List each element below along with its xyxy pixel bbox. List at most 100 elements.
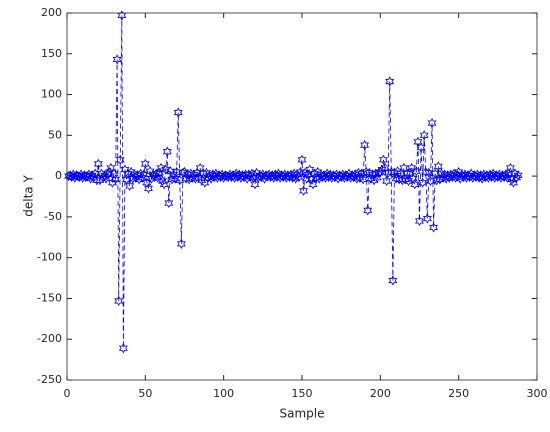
data-point: [505, 162, 515, 174]
data-point: [513, 170, 523, 181]
y-tick-label: 100: [41, 88, 62, 101]
y-axis-label: delta Y: [22, 175, 36, 217]
data-point: [170, 173, 180, 184]
x-axis-label: Sample: [280, 407, 325, 421]
data-point: [154, 167, 164, 178]
y-tick-label: -150: [37, 291, 62, 304]
data-point: [305, 164, 315, 175]
y-tick-label: 150: [41, 47, 62, 60]
data-point: [238, 170, 247, 181]
data-point: [156, 162, 166, 174]
data-point: [250, 179, 260, 190]
data-point: [379, 154, 388, 165]
data-point: [427, 117, 437, 129]
y-tick-label: -100: [37, 251, 62, 264]
data-point: [357, 168, 366, 179]
data-point: [139, 169, 149, 180]
data-point: [107, 177, 117, 188]
data-point: [125, 180, 135, 192]
data-point: [123, 168, 133, 179]
data-point: [112, 54, 122, 65]
data-point: [241, 169, 251, 180]
data-point: [120, 164, 130, 175]
data-point: [419, 130, 429, 141]
y-tick-label: 200: [41, 6, 62, 19]
y-tick-label: -200: [37, 332, 62, 345]
x-tick-label: 250: [448, 387, 469, 400]
data-point: [93, 158, 103, 170]
data-point: [133, 170, 142, 181]
data-point: [111, 174, 121, 185]
data-point: [297, 154, 307, 165]
data-point: [114, 295, 124, 307]
data-point: [73, 170, 83, 182]
data-point: [158, 175, 168, 187]
data-point: [374, 167, 384, 178]
y-tick-label: 0: [55, 169, 62, 182]
data-point: [144, 183, 153, 194]
data-point: [164, 197, 174, 209]
data-point: [310, 168, 319, 179]
data-point: [410, 179, 420, 190]
data-point: [100, 170, 110, 181]
data-point: [153, 172, 163, 183]
data-point: [151, 168, 161, 179]
x-tick-label: 200: [370, 387, 391, 400]
data-point: [159, 179, 169, 190]
data-point: [389, 167, 399, 178]
data-point: [415, 215, 424, 227]
data-point: [404, 175, 413, 187]
data-point: [191, 173, 200, 184]
plot-frame: [66, 12, 538, 381]
data-point: [426, 175, 435, 187]
x-tick-label: 100: [213, 387, 234, 400]
data-point: [429, 222, 439, 233]
data-point: [176, 238, 186, 249]
y-tick-label: -50: [44, 210, 62, 223]
data-point: [422, 213, 432, 224]
data-point: [358, 174, 368, 185]
x-tick-label: 0: [64, 387, 71, 400]
x-tick-label: 300: [527, 387, 548, 400]
data-point: [115, 154, 125, 165]
data-point: [109, 168, 119, 179]
data-point: [369, 175, 379, 186]
data-point: [161, 164, 171, 175]
data-point: [385, 76, 395, 87]
data-point: [377, 164, 387, 175]
data-point: [169, 169, 178, 180]
data-point: [424, 167, 434, 178]
data-point: [433, 161, 443, 172]
x-tick-label: 150: [292, 387, 313, 400]
data-point: [162, 146, 172, 157]
data-point: [308, 179, 318, 190]
data-point: [173, 107, 183, 118]
data-point: [397, 175, 407, 186]
data-point: [299, 185, 309, 196]
y-tick-label: 50: [48, 128, 62, 141]
data-point: [388, 275, 398, 286]
data-point: [501, 169, 511, 180]
y-tick-label: -250: [37, 373, 62, 386]
data-point: [416, 142, 426, 153]
data-point: [350, 169, 360, 180]
data-point: [402, 168, 412, 179]
data-point: [382, 175, 392, 187]
data-point: [140, 158, 150, 170]
x-tick-label: 50: [138, 387, 152, 400]
data-point: [360, 139, 370, 151]
data-point: [418, 177, 428, 188]
data-point: [408, 173, 418, 184]
data-point: [247, 168, 257, 179]
data-point: [363, 205, 373, 216]
data-point: [118, 343, 128, 354]
data-point: [137, 172, 147, 183]
data-point: [167, 174, 177, 185]
data-point: [411, 166, 421, 177]
data-point: [407, 162, 417, 174]
data-point: [189, 169, 199, 180]
data-point: [198, 168, 208, 179]
